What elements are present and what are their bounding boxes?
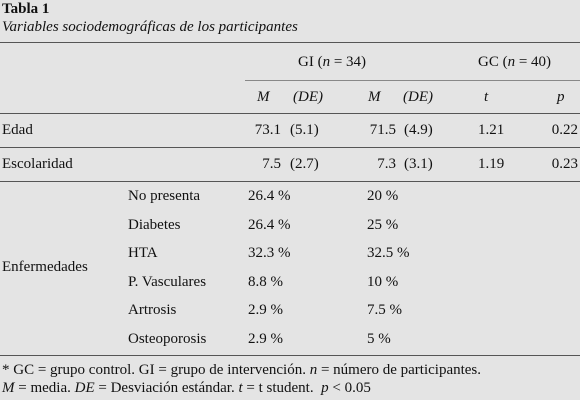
cell: 7.5 % [367,302,402,318]
text-part: * GC = grupo control. GI = grupo de inte… [2,362,310,378]
text-part: = 34) [330,54,367,70]
text-part: DE [74,380,95,396]
rule [0,181,580,182]
text-part: = 40) [515,54,552,70]
cell: 26.4 % [248,216,291,233]
text-part: M [2,380,15,396]
group-header: GI (n = 34) [298,53,366,71]
row-label: No presenta [128,188,201,204]
text-part: n [309,362,318,378]
row-label: Osteoporosis [128,330,207,347]
cell: 7.3 [377,156,396,172]
cell: 7.5 [262,156,281,172]
cell: 2.9 % [248,330,283,347]
cell: 32.5 % [367,245,410,261]
text-part: < 0.05 [328,380,371,396]
group-header: GC (n = 40) [478,53,551,71]
cell: (2.7) [290,156,319,172]
text-part: GC ( [478,54,508,70]
cell: 5 % [367,330,391,347]
text-part: n [322,54,331,70]
cell: 8.8 % [248,273,283,290]
text-part: p [321,380,329,396]
cell: 10 % [367,273,399,290]
cell: 0.23 [551,156,578,172]
rule [0,355,580,356]
cell: (3.1) [404,156,433,172]
row-label: Edad [2,122,33,138]
row-label: Diabetes [128,216,181,233]
text-part: = t student. [242,380,322,396]
table-title: Tabla 1 [2,1,50,17]
column-header: (DE) [403,89,433,105]
column-header: t [484,89,489,105]
row-label: Artrosis [128,302,177,318]
group-label: Enfermedades [2,259,88,276]
column-header: M [368,89,381,105]
text-part: = media. [14,380,75,396]
column-header: p [557,89,565,105]
cell: 26.4 % [248,188,291,204]
rule [0,147,580,148]
column-header: (DE) [293,89,323,105]
text-part: t [238,380,243,396]
cell: 0.22 [551,122,578,138]
text-part: GI ( [298,54,323,70]
table-subtitle: Variables sociodemográficas de los parti… [2,19,298,35]
rule [245,80,580,81]
cell: 20 % [367,188,399,204]
row-label: Escolaridad [2,156,73,172]
text-part: = Desviación estándar. [94,380,239,396]
cell: 25 % [367,216,399,233]
cell: (4.9) [404,122,433,138]
row-label: P. Vasculares [128,273,207,290]
rule [0,42,580,43]
cell: 71.5 [369,122,396,138]
footnote: * GC = grupo control. GI = grupo de inte… [2,361,481,379]
cell: 1.19 [478,156,505,172]
text-part: = número de participantes. [317,362,482,378]
rule [0,113,580,114]
row-label: HTA [128,245,158,261]
cell: (5.1) [290,122,319,138]
cell: 2.9 % [248,302,283,318]
cell: 1.21 [478,122,505,138]
cell: 73.1 [254,122,281,138]
cell: 32.3 % [248,245,291,261]
column-header: M [257,89,270,105]
text-part: n [507,54,516,70]
footnote: M = media. DE = Desviación estándar. t =… [2,379,371,397]
